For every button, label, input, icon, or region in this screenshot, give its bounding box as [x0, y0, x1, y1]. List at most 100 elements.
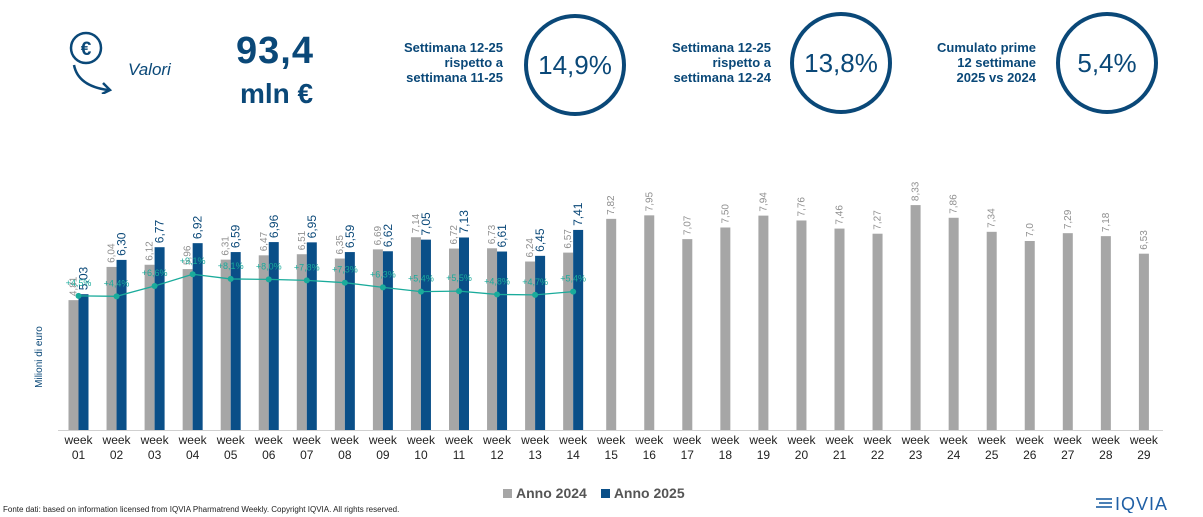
x-tick-label: 12 — [490, 448, 504, 462]
growth-label: +5,4% — [408, 274, 434, 284]
data-label-2024: 7,18 — [1101, 212, 1112, 232]
data-label-2025: 5,03 — [77, 267, 91, 291]
data-label-2024: 6,04 — [107, 243, 118, 263]
bar-2024 — [487, 248, 498, 430]
x-tick-label: week — [102, 433, 132, 447]
growth-point — [456, 288, 462, 295]
data-label-2024: 7,46 — [835, 205, 846, 225]
growth-point — [113, 293, 120, 300]
legend-swatch-2025 — [600, 488, 610, 498]
bar-2025 — [230, 252, 241, 430]
x-tick-label: week — [520, 433, 550, 447]
data-label-2024: 6,31 — [221, 236, 232, 256]
bar-2024 — [796, 220, 807, 430]
x-tick-label: 03 — [148, 448, 162, 462]
bar-2024 — [986, 231, 997, 430]
growth-point — [151, 282, 158, 289]
bar-2025 — [573, 229, 584, 430]
growth-point — [75, 292, 82, 299]
growth-label: +5,4% — [560, 274, 586, 284]
bar-2025 — [154, 247, 165, 430]
x-tick-label: 04 — [186, 448, 200, 462]
svg-text:IQVIA: IQVIA — [1115, 494, 1168, 513]
data-label-2025: 6,59 — [343, 224, 357, 248]
data-label-2024: 7,07 — [682, 215, 693, 235]
legend: Anno 2024 Anno 2025 — [503, 485, 685, 501]
x-tick-label: 16 — [643, 448, 657, 462]
x-tick-label: 15 — [605, 448, 619, 462]
x-tick-label: 21 — [833, 448, 847, 462]
bar-2025 — [116, 259, 127, 430]
x-tick-label: 10 — [414, 448, 428, 462]
x-tick-label: 17 — [681, 448, 695, 462]
data-label-2024: 6,35 — [335, 235, 346, 255]
data-label-2024: 6,73 — [487, 224, 498, 244]
data-label-2025: 6,62 — [381, 224, 395, 248]
total-value: 93,4 — [236, 30, 314, 72]
growth-point — [532, 291, 539, 298]
bar-2025 — [382, 251, 393, 430]
x-tick-label: week — [444, 433, 474, 447]
data-label-2024: 7,29 — [1063, 209, 1074, 229]
bar-2024 — [948, 217, 959, 430]
x-tick-label: 26 — [1023, 448, 1037, 462]
bar-2024 — [1062, 233, 1073, 430]
data-label-2024: 7,34 — [987, 208, 998, 228]
x-tick-label: week — [710, 433, 740, 447]
x-tick-label: week — [368, 433, 398, 447]
bar-2024 — [682, 239, 693, 430]
bar-2024 — [525, 261, 536, 430]
data-label-2025: 7,41 — [571, 202, 585, 226]
x-tick-label: 11 — [453, 448, 466, 462]
data-label-2024: 7,86 — [949, 194, 960, 214]
data-label-2024: 6,47 — [259, 231, 270, 251]
x-tick-label: 09 — [376, 448, 390, 462]
bar-2024 — [144, 264, 155, 430]
growth-point — [570, 288, 577, 295]
growth-point — [417, 288, 424, 295]
data-label-2025: 6,96 — [267, 214, 281, 238]
bar-2024 — [334, 258, 345, 430]
x-tick-label: 14 — [566, 448, 580, 462]
bar-2024 — [449, 248, 459, 430]
growth-label: +7,3% — [332, 265, 358, 275]
x-tick-label: week — [1091, 433, 1121, 447]
growth-label: +8,0% — [256, 261, 282, 271]
x-tick-label: 22 — [871, 448, 885, 462]
bar-2024 — [372, 249, 383, 430]
data-label-2024: 6,12 — [145, 241, 156, 261]
x-tick-label: 20 — [795, 448, 809, 462]
x-tick-label: week — [558, 433, 588, 447]
euro-trend-icon: € — [69, 31, 113, 94]
x-tick-label: 06 — [262, 448, 276, 462]
header: € Valori 93,4 mln € Settimana 12-25 risp… — [0, 0, 1203, 140]
x-tick-label: week — [1129, 433, 1159, 447]
legend-item-2024: Anno 2024 — [503, 485, 587, 501]
bar-2025 — [78, 294, 89, 430]
legend-item-2025: Anno 2025 — [600, 485, 685, 501]
x-tick-label: week — [939, 433, 969, 447]
data-label-2024: 7,94 — [758, 192, 769, 212]
growth-label: +4,5% — [66, 278, 92, 288]
bar-2024 — [758, 215, 769, 430]
data-label-2025: 6,30 — [115, 232, 129, 256]
source-note: Fonte dati: based on information license… — [3, 505, 400, 514]
bar-2024 — [872, 233, 883, 430]
x-tick-label: week — [292, 433, 322, 447]
x-tick-label: 02 — [110, 448, 124, 462]
data-label-2025: 6,92 — [191, 215, 205, 239]
data-label-2024: 6,72 — [449, 225, 460, 245]
kpi-3-label: Cumulato prime 12 settimane 2025 vs 2024 — [937, 40, 1036, 85]
kpi-3-circle: 5,4% — [1056, 12, 1158, 114]
x-tick-label: 29 — [1137, 448, 1151, 462]
data-label-2024: 8,33 — [911, 181, 922, 201]
x-tick-label: 01 — [72, 448, 86, 462]
kpi-1-label: Settimana 12-25 rispetto a settimana 11-… — [404, 40, 503, 85]
growth-label: +4,8% — [484, 276, 510, 286]
x-tick-label: week — [178, 433, 208, 447]
growth-point — [227, 275, 234, 282]
x-tick-label: week — [977, 433, 1007, 447]
bar-2024 — [644, 215, 655, 430]
growth-label: +7,8% — [294, 262, 320, 272]
x-tick-label: week — [140, 433, 170, 447]
